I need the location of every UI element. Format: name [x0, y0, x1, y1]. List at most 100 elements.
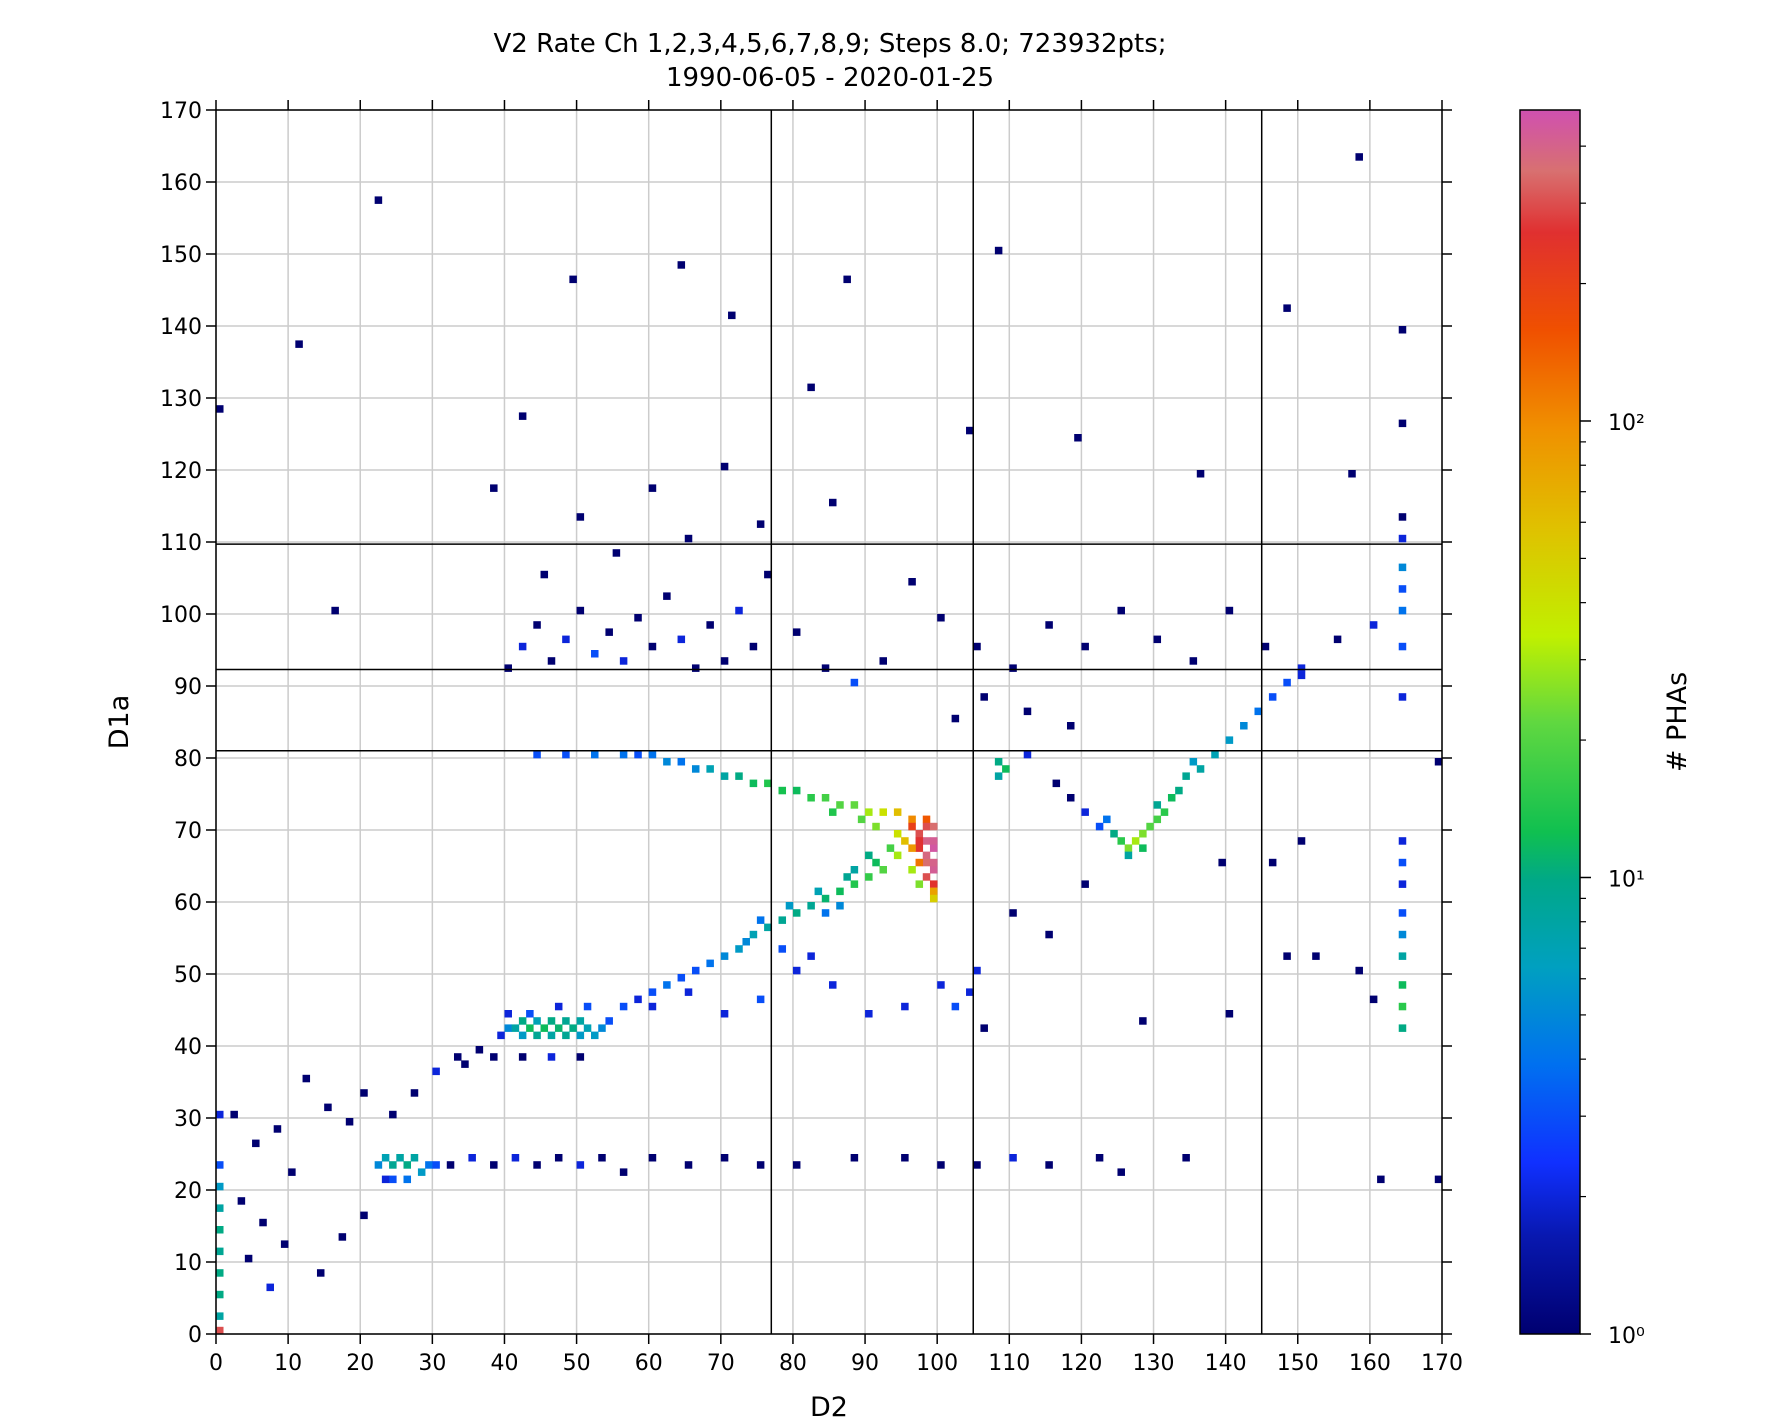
heatmap-cell — [929, 894, 938, 903]
heatmap-cell — [778, 916, 787, 924]
heatmap-cell — [1254, 707, 1263, 716]
heatmap-cell — [865, 1010, 873, 1018]
heatmap-cell — [1095, 822, 1104, 831]
chart-title-line1: V2 Rate Ch 1,2,3,4,5,6,7,8,9; Steps 8.0;… — [493, 29, 1166, 59]
x-tick-label: 140 — [1205, 1351, 1247, 1376]
heatmap-cell — [929, 866, 938, 874]
heatmap-cell — [1434, 758, 1443, 766]
y-axis-label: D1a — [104, 695, 135, 750]
heatmap-cell — [1398, 693, 1407, 701]
heatmap-cell — [511, 1024, 520, 1032]
heatmap-cell — [1153, 635, 1162, 644]
chart-title-line2: 1990-06-05 - 2020-01-25 — [666, 63, 994, 93]
heatmap-cell — [1189, 758, 1198, 766]
heatmap-cell — [857, 815, 866, 824]
heatmap-cell — [583, 1002, 592, 1011]
heatmap-cell — [1117, 837, 1125, 845]
x-tick-label: 20 — [346, 1351, 374, 1376]
heatmap-cell — [634, 750, 642, 759]
heatmap-cell — [634, 995, 642, 1004]
heatmap-cell — [1081, 808, 1089, 816]
heatmap-cell — [850, 801, 859, 809]
heatmap-cell — [1225, 736, 1234, 744]
heatmap-cell — [728, 311, 736, 320]
heatmap-cell — [749, 930, 758, 939]
heatmap-cell — [1398, 1024, 1407, 1032]
heatmap-cell — [511, 1154, 520, 1162]
heatmap-cell — [612, 549, 621, 557]
x-tick-label: 70 — [707, 1351, 735, 1376]
heatmap-cell — [338, 1233, 347, 1241]
heatmap-cell — [562, 750, 570, 759]
heatmap-cell — [1160, 808, 1169, 816]
heatmap-cell — [735, 772, 743, 780]
heatmap-cell — [374, 196, 383, 204]
heatmap-cell — [1124, 851, 1133, 860]
heatmap-cell — [1398, 837, 1407, 845]
heatmap-cell — [1283, 678, 1291, 687]
heatmap-cell — [259, 1218, 267, 1227]
heatmap-cell — [720, 772, 729, 780]
y-tick-label: 130 — [160, 387, 202, 412]
heatmap-cell — [216, 1269, 224, 1277]
heatmap-cell — [850, 678, 859, 687]
heatmap-cell — [648, 484, 657, 492]
heatmap-cell — [244, 1254, 253, 1263]
x-tick-label: 80 — [779, 1351, 807, 1376]
heatmap-cell — [216, 1204, 224, 1212]
heatmap-cell — [216, 1247, 224, 1256]
heatmap-cell — [288, 1168, 296, 1176]
y-tick-label: 100 — [160, 603, 202, 628]
heatmap-cell — [1398, 909, 1407, 917]
heatmap-cell — [879, 866, 887, 874]
heatmap-cell — [749, 642, 758, 651]
y-tick-label: 150 — [160, 243, 202, 268]
y-tick-label: 170 — [160, 99, 202, 124]
heatmap-cell — [706, 621, 714, 629]
heatmap-cell — [562, 1017, 570, 1025]
x-tick-label: 40 — [490, 1351, 518, 1376]
heatmap-cell — [677, 974, 686, 982]
x-tick-label: 150 — [1277, 1351, 1319, 1376]
y-tick-label: 60 — [174, 891, 202, 916]
heatmap-cell — [1124, 844, 1133, 852]
heatmap-cell — [865, 851, 873, 860]
x-tick-label: 110 — [988, 1351, 1030, 1376]
heatmap-cell — [720, 1010, 729, 1018]
heatmap-cell — [1398, 419, 1407, 428]
y-tick-label: 30 — [174, 1107, 202, 1132]
heatmap-cell — [533, 1017, 541, 1025]
heatmap-cell — [749, 779, 758, 788]
heatmap-cell — [1225, 1010, 1234, 1018]
heatmap-cell — [237, 1197, 246, 1205]
y-tick-label: 70 — [174, 819, 202, 844]
heatmap-cell — [951, 1002, 960, 1011]
heatmap-cell — [547, 657, 556, 665]
heatmap-cell — [432, 1067, 440, 1076]
heatmap-cell — [994, 246, 1003, 255]
heatmap-cell — [1196, 765, 1205, 773]
heatmap-cell — [922, 837, 931, 845]
heatmap-cell — [533, 621, 541, 629]
heatmap-cell — [908, 866, 916, 874]
heatmap-cell — [1297, 837, 1306, 845]
heatmap-cell — [929, 880, 938, 888]
heatmap-cell — [677, 261, 686, 269]
heatmap-cell — [490, 484, 498, 492]
heatmap-cell — [735, 606, 743, 615]
heatmap-cell — [1355, 153, 1363, 161]
heatmap-cell — [908, 844, 916, 852]
heatmap-cell — [929, 837, 938, 845]
heatmap-cell — [829, 808, 837, 816]
heatmap-cell — [1023, 707, 1032, 716]
heatmap-cell — [598, 1154, 606, 1162]
heatmap-cell — [576, 1031, 585, 1040]
heatmap-cell — [1095, 1154, 1104, 1162]
heatmap-cell — [922, 822, 931, 831]
heatmap-cell — [619, 657, 628, 665]
heatmap-cell — [792, 909, 801, 917]
heatmap-cell — [216, 1161, 224, 1169]
heatmap-cell — [742, 938, 750, 946]
heatmap-cell — [374, 1161, 383, 1169]
grid-lines — [215, 109, 1443, 1335]
